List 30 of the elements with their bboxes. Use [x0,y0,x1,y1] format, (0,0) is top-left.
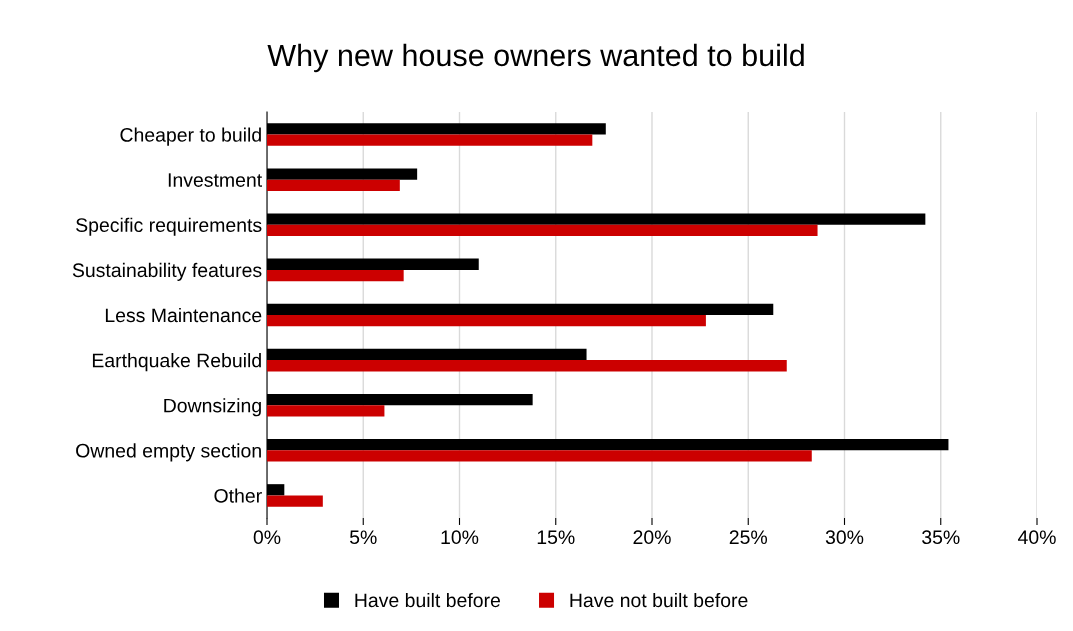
x-tick-label: 40% [1017,530,1056,545]
x-tick-label: 15% [537,530,575,545]
y-tick-label: Earthquake Rebuild [92,353,261,372]
bar [267,315,706,327]
x-tick-label: 5% [349,530,377,545]
bar [267,269,404,282]
bar [267,495,323,507]
bar [267,405,385,417]
chart-title: Why new house owners wanted to build [267,43,804,73]
legend-label: Have not built before [570,592,748,608]
bar [267,179,400,191]
x-tick-label: 30% [825,530,864,545]
bar [267,360,787,372]
bar [267,450,812,462]
y-tick-label: Other [214,488,262,503]
legend-label: Have built before [355,592,500,608]
x-tick-label: 10% [441,530,479,545]
y-tick-label: Sustainability features [72,262,262,281]
bar [267,134,593,146]
x-tick-label: 35% [922,530,960,545]
bar [267,224,818,237]
y-tick-label: Owned empty section [76,443,261,462]
y-tick-label: Downsizing [164,398,261,417]
y-tick-label: Cheaper to build [120,127,261,146]
x-tick-label: 0% [253,530,281,545]
y-tick-label: Less Maintenance [105,307,262,323]
y-tick-label: Investment [168,173,262,187]
x-tick-label: 25% [729,530,768,545]
y-tick-label: Specific requirements [76,217,262,236]
x-tick-label: 20% [633,530,671,545]
